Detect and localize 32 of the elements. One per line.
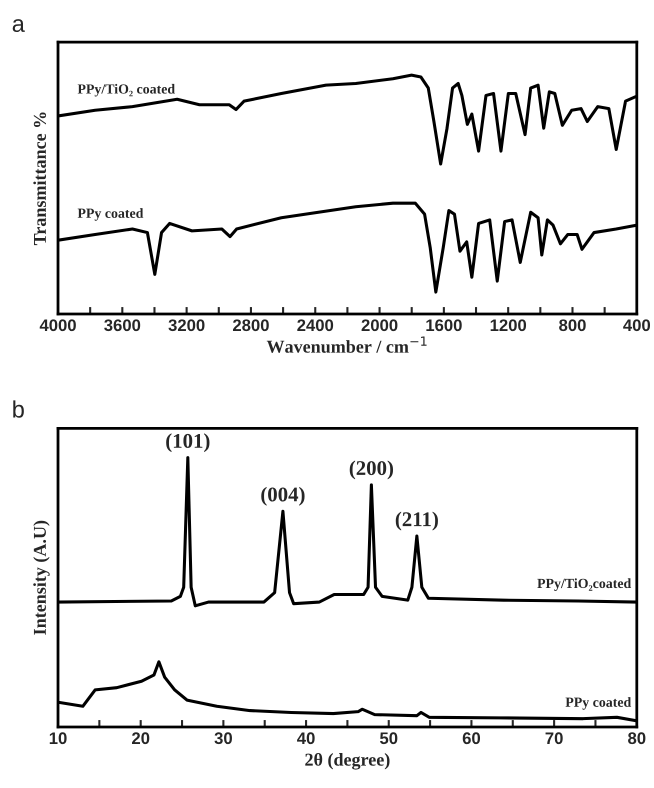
x-tick-label: 10 [50, 732, 67, 744]
annotation: (211) [396, 512, 438, 531]
x-axis-title: Wavenumber / cm$^{−1}$ [266, 336, 427, 353]
annotation: (101) [166, 433, 210, 452]
x-tick-label: 1200 [490, 319, 526, 332]
x-tick-label: 4000 [40, 319, 76, 332]
x-tick-label: 2800 [232, 319, 269, 332]
x-tick-label: 2400 [297, 319, 334, 332]
x-tick-label: 400 [623, 319, 650, 332]
x-tick-label: 30 [214, 732, 232, 744]
annotation: (200) [350, 460, 394, 480]
series-label: PPy/TiO₂coated [537, 578, 632, 591]
x-tick-label: 3600 [104, 319, 140, 332]
chart-title: b [13, 400, 24, 418]
y-axis-title: Intensity (A.U) [33, 520, 50, 635]
series-label: PPy/TiO₂ coated [78, 84, 175, 97]
x-axis-title: 2θ (degree) [305, 752, 390, 770]
chart-title: a [12, 19, 25, 32]
x-tick-label: 70 [546, 732, 563, 744]
x-tick-label: 80 [628, 732, 646, 744]
annotation: (004) [261, 486, 305, 506]
x-tick-label: 20 [132, 732, 150, 744]
x-tick-label: 40 [297, 732, 315, 744]
y-axis-title: Transmittance % [33, 112, 46, 246]
series-label: PPy coated [78, 208, 144, 221]
series-label: PPy coated [566, 697, 632, 710]
x-tick-label: 2000 [362, 319, 398, 332]
x-tick-label: 800 [559, 319, 586, 332]
x-tick-label: 50 [380, 732, 398, 744]
x-tick-label: 3200 [168, 319, 204, 332]
x-tick-label: 1600 [426, 319, 462, 332]
x-tick-label: 60 [462, 732, 480, 744]
